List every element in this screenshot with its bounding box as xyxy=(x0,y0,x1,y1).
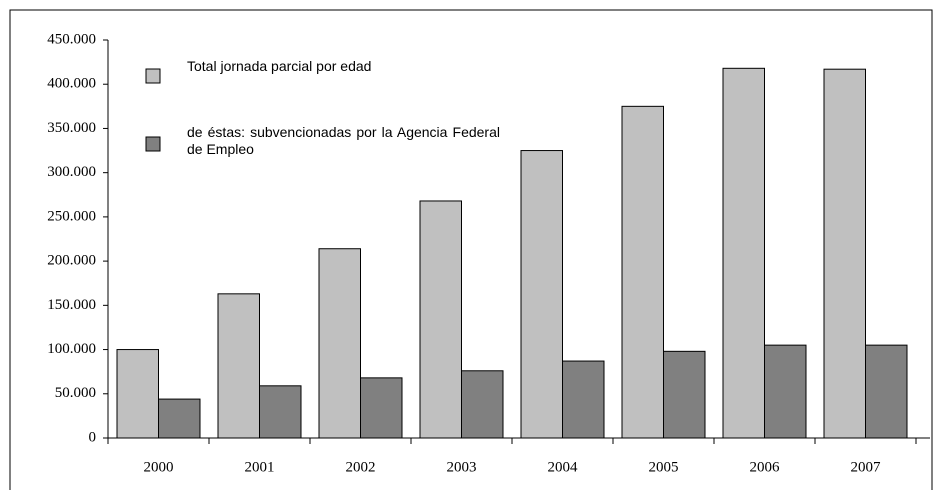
bar xyxy=(520,150,563,439)
y-tick-label: 0 xyxy=(89,429,97,445)
y-tick-label: 300.000 xyxy=(47,164,96,180)
y-tick-label: 250.000 xyxy=(47,208,96,224)
x-tick-label: 2001 xyxy=(245,459,275,475)
bar xyxy=(764,344,807,439)
x-tick-label: 2003 xyxy=(447,459,477,475)
x-tick-label: 2007 xyxy=(851,459,882,475)
bar xyxy=(116,349,159,439)
y-tick-label: 150.000 xyxy=(47,297,96,313)
bar xyxy=(360,377,403,439)
y-tick-label: 200.000 xyxy=(47,253,96,269)
bar xyxy=(158,398,201,439)
legend-swatch xyxy=(145,136,161,152)
bar xyxy=(259,385,302,439)
x-tick-label: 2006 xyxy=(750,459,781,475)
bar xyxy=(663,350,706,439)
x-tick-label: 2005 xyxy=(649,459,679,475)
frame xyxy=(9,9,933,490)
legend-swatch xyxy=(145,68,161,84)
bar xyxy=(823,68,866,439)
bar xyxy=(865,344,908,439)
y-tick-label: 350.000 xyxy=(47,120,96,136)
bar xyxy=(621,105,664,439)
y-tick-label: 400.000 xyxy=(47,76,96,92)
y-tick-label: 100.000 xyxy=(47,341,96,357)
x-tick-label: 2002 xyxy=(346,459,376,475)
x-tick-label: 2000 xyxy=(144,459,174,475)
bar xyxy=(722,67,765,439)
legend-label: Total jornada parcial por edad xyxy=(187,58,372,74)
y-tick-label: 50.000 xyxy=(55,385,96,401)
bar xyxy=(419,200,462,439)
legend-label: de éstas: subvencionadas por la Agencia … xyxy=(187,124,500,157)
x-tick-label: 2004 xyxy=(548,459,579,475)
bar xyxy=(318,248,361,439)
bar xyxy=(461,370,504,439)
y-tick-label: 450.000 xyxy=(47,31,96,47)
bar xyxy=(562,360,605,439)
bar xyxy=(217,293,260,439)
